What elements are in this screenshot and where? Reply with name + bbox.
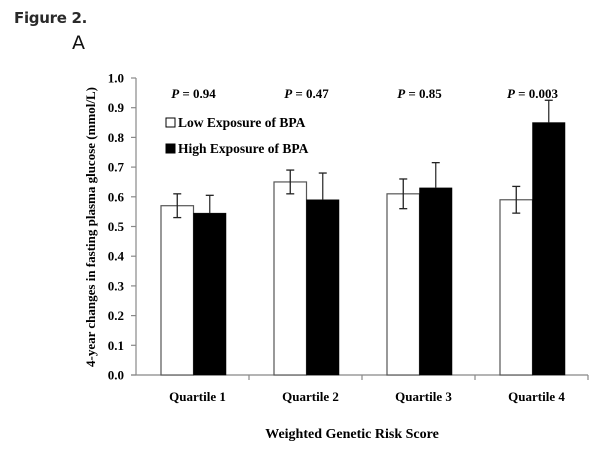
y-tick-label: 0.2 xyxy=(108,308,124,323)
p-value-label: P = 0.47 xyxy=(284,86,329,101)
y-tick-label: 0.8 xyxy=(108,130,125,145)
bar-high-exposure xyxy=(532,122,566,376)
bar-high-exposure xyxy=(306,199,340,376)
y-axis-label: 4-year changes in fasting plasma glucose… xyxy=(83,87,98,367)
legend-swatch-low xyxy=(165,117,176,128)
y-axis: 0.0 0.1 0.2 0.3 0.4 0.5 0.6 0.7 0.8 0.9 1.0 xyxy=(108,71,137,383)
y-tick-label: 0.0 xyxy=(108,368,124,383)
bar-high-exposure xyxy=(419,187,453,376)
y-tick-label: 0.4 xyxy=(108,249,125,264)
p-symbol: P xyxy=(284,86,293,101)
bar-low-exposure xyxy=(386,193,421,376)
legend-label: Low Exposure of BPA xyxy=(178,115,306,130)
x-tick-label: Quartile 2 xyxy=(282,389,339,404)
y-tick-label: 1.0 xyxy=(108,71,124,86)
x-tick-label: Quartile 3 xyxy=(395,389,452,404)
y-tick-label: 0.9 xyxy=(108,100,125,115)
p-value-label: P = 0.94 xyxy=(171,86,216,101)
p-symbol: P xyxy=(397,86,406,101)
bars xyxy=(160,99,566,376)
x-tick-label: Quartile 4 xyxy=(508,389,565,404)
panel-label: A xyxy=(72,32,85,54)
p-symbol: P xyxy=(171,86,180,101)
legend-label: High Exposure of BPA xyxy=(178,141,309,156)
p-value-annotations: P = 0.94 P = 0.47 P = 0.85 P = 0.003 xyxy=(171,86,558,101)
y-tick-label: 0.1 xyxy=(108,338,124,353)
p-value: = 0.003 xyxy=(515,86,559,101)
bar-low-exposure xyxy=(499,199,534,376)
bar-low-exposure xyxy=(160,205,195,376)
p-value-label: P = 0.003 xyxy=(507,86,559,101)
y-tick-label: 0.6 xyxy=(108,189,125,204)
x-axis-label: Weighted Genetic Risk Score xyxy=(265,427,439,442)
y-tick-label: 0.3 xyxy=(108,278,125,293)
y-tick-label: 0.5 xyxy=(108,219,125,234)
legend-swatch-high xyxy=(165,143,176,154)
p-value: = 0.47 xyxy=(292,86,329,101)
legend: Low Exposure of BPA High Exposure of BPA xyxy=(165,115,309,156)
bar-low-exposure xyxy=(273,181,308,376)
figure-title: Figure 2. xyxy=(14,9,88,27)
y-tick-label: 0.7 xyxy=(108,160,125,175)
p-value-label: P = 0.85 xyxy=(397,86,442,101)
x-tick-label: Quartile 1 xyxy=(169,389,226,404)
bar-high-exposure xyxy=(193,212,227,376)
p-symbol: P xyxy=(507,86,516,101)
p-value: = 0.94 xyxy=(179,86,216,101)
x-axis: Quartile 1 Quartile 2 Quartile 3 Quartile 4 xyxy=(131,374,589,404)
p-value: = 0.85 xyxy=(405,86,442,101)
